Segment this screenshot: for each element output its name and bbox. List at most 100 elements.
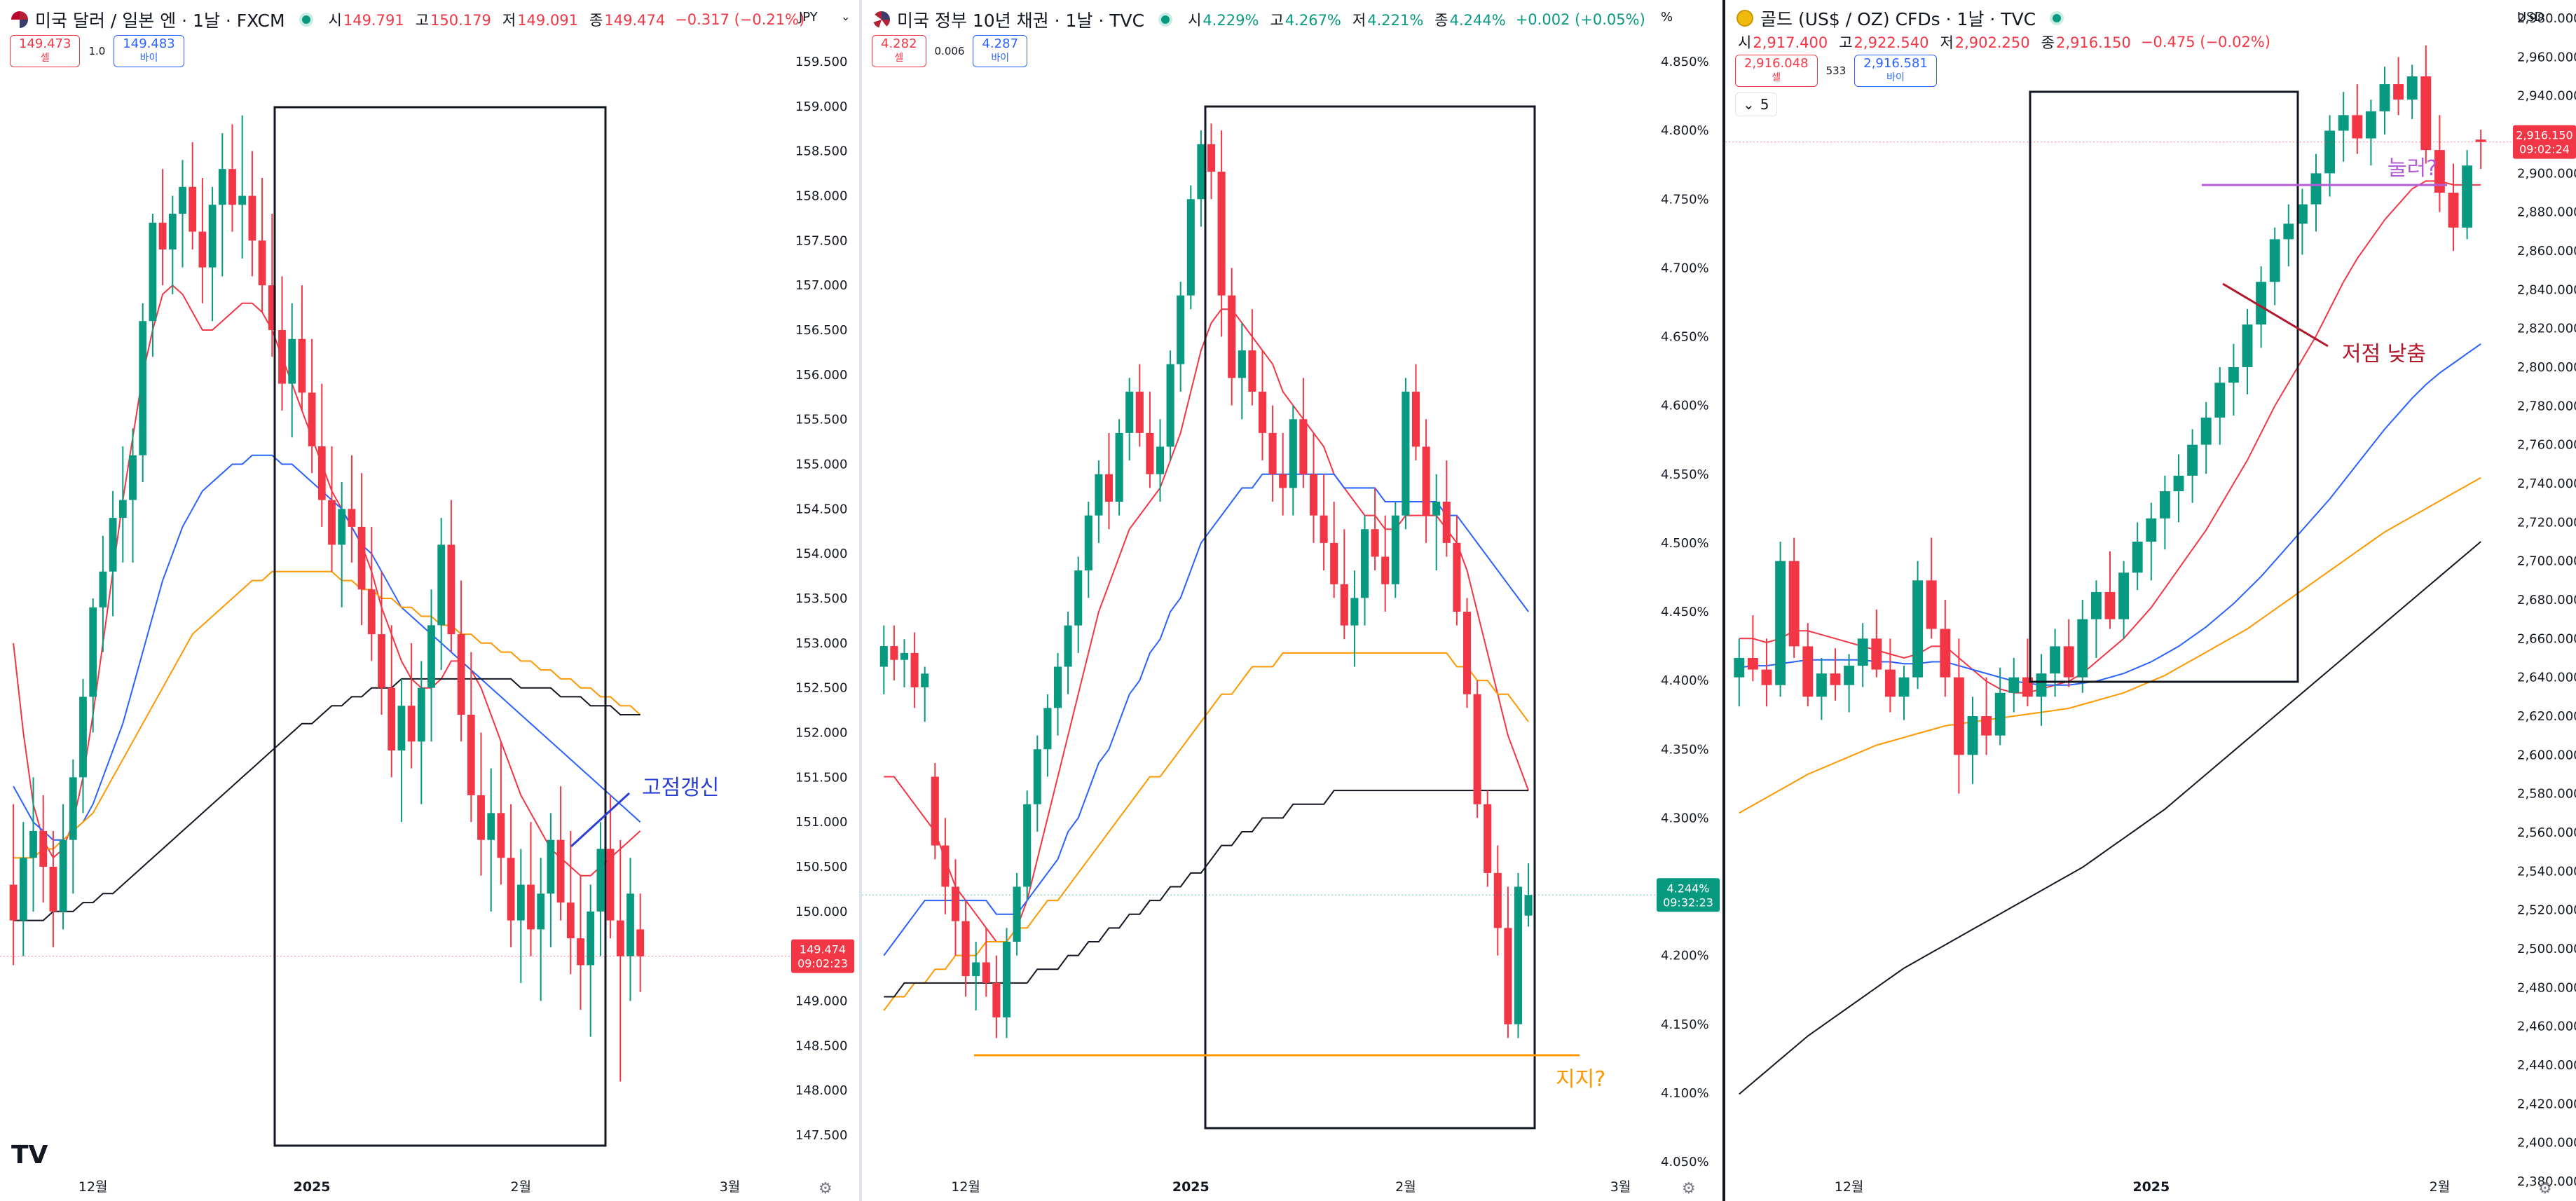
candle-body [1940,629,1951,678]
y-tick-label: 2,460.000 [2517,1020,2576,1034]
candle-body [49,867,57,912]
market-status-dot [2050,11,2064,25]
annotation-support: 지지? [1556,1067,1605,1092]
candle-body [1432,502,1441,516]
candle-body [2022,677,2033,697]
y-tick-label: 4.700% [1661,261,1709,275]
x-tick-label: 12월 [1835,1179,1864,1195]
y-tick-label: 4.500% [1661,536,1709,551]
candle [1844,654,1855,713]
us10y-chart[interactable]: 4.850% 4.800% 4.750% 4.700% 4.650% 4.600% 4.55… [862,0,1722,1201]
candle [1053,652,1062,736]
x-tick-label: 2월 [2430,1179,2451,1195]
ohlc-close: 종2,916.150 [2041,34,2131,51]
candle-body [1514,886,1523,1024]
candle [596,822,605,956]
candle [407,643,416,769]
y-tick-label: 2,620.000 [2517,709,2576,724]
sell-button[interactable]: 4.282 셀 [872,35,926,67]
candle [487,768,495,912]
candle [1788,537,1800,658]
candle [879,625,888,694]
candle-body [1802,646,1814,697]
candle-body [1734,658,1745,678]
ohlc-high: 고2,922.540 [1839,34,1929,51]
candle [606,795,615,939]
candle-body [972,962,980,977]
candle-body [487,813,495,840]
candle-body [1953,677,1964,755]
candle [1330,502,1338,598]
candle-body [2283,224,2294,240]
candle [2324,115,2336,197]
usdjpy-chart[interactable]: 159.500 159.000 158.500 158.000 157.500 157.0… [0,0,859,1201]
market-status-dot [1158,13,1173,27]
candle-body [447,544,455,635]
currency-unit[interactable]: USD [2517,10,2544,25]
chart-panel-gold[interactable]: 2,980.0002,960.0002,940.0002,920.0002,90… [1725,0,2576,1201]
settings-gear-icon[interactable]: ⚙ [818,1180,833,1197]
candle-body [1340,584,1348,626]
candle-body [2406,76,2418,100]
candle [268,214,276,357]
candle [1002,928,1011,1038]
candle [1248,309,1256,406]
candle-body [1309,474,1318,516]
candle [587,884,595,1037]
candle [910,632,919,708]
symbol-title[interactable]: 미국 달러 / 일본 엔 · 1날 · FXCM [35,11,285,31]
candle [99,535,107,652]
unit-label[interactable]: % [1661,10,1673,25]
candle-body [1217,172,1226,296]
candle [1402,378,1410,530]
symbol-title[interactable]: 골드 (US$ / OZ) CFDs · 1날 · TVC [1760,9,2036,29]
gold-chart[interactable]: 2,980.0002,960.0002,940.0002,920.0002,90… [1725,0,2576,1201]
buy-button[interactable]: 4.287 바이 [973,35,1028,67]
candle-body [1095,474,1103,516]
candle [2008,658,2020,713]
candle [1411,364,1420,461]
symbol-header: 미국 달러 / 일본 엔 · 1날 · FXCM 시149.791 고150.1… [11,6,814,34]
candle-body [1135,392,1144,433]
settings-gear-icon[interactable]: ⚙ [1682,1180,1696,1197]
candle [951,859,960,956]
y-tick-label: 151.500 [795,770,847,785]
candle [1258,350,1267,461]
settings-gear-icon[interactable]: ⚙ [2538,1180,2552,1197]
sell-button[interactable]: 149.473 셀 [10,35,81,67]
indicator-toggle[interactable]: ⌄ 5 [1735,92,1777,116]
candle [1484,790,1492,887]
currency-unit[interactable]: JPY [799,10,818,25]
candle-body [2214,383,2226,418]
last-price-time: 09:32:23 [1663,895,1713,909]
candle [69,759,77,894]
candle-body [129,455,137,500]
y-tick-label: 4.550% [1661,467,1709,482]
candle [2296,188,2308,255]
y-tick-label: 155.500 [795,413,847,427]
candle-body [1350,598,1359,626]
chart-panel-usdjpy[interactable]: 159.500 159.000 158.500 158.000 157.500 157.0… [0,0,859,1201]
ohlc-low: 저4.221% [1352,12,1424,29]
candle [1967,696,1978,784]
candle [556,786,565,921]
chevron-down-icon[interactable]: ⌄ [841,10,851,23]
candle [1453,515,1461,626]
candle [1994,667,2006,746]
symbol-title[interactable]: 미국 정부 10년 채권 · 1날 · TVC [897,11,1145,31]
trend-line [570,792,631,848]
buy-button[interactable]: 149.483 바이 [114,35,184,67]
candle-body [1002,942,1011,1017]
price-change: −0.475 (−0.02%) [2140,34,2270,50]
candle [2462,150,2473,240]
candle-body [1844,666,1855,685]
spread: 0.006 [934,45,965,57]
chart-panel-us10y[interactable]: 4.850% 4.800% 4.750% 4.700% 4.650% 4.600% 4.55… [862,0,1722,1201]
indicator-count: 5 [1760,96,1769,113]
trade-buttons: 2,916.048 셀 533 2,916.581 바이 [1735,55,1937,87]
sell-button[interactable]: 2,916.048 셀 [1735,55,1818,87]
y-tick-label: 2,560.000 [2517,825,2576,840]
candle-body [2090,591,2102,619]
x-tick-label: 2월 [511,1179,532,1195]
buy-button[interactable]: 2,916.581 바이 [1854,55,1937,87]
